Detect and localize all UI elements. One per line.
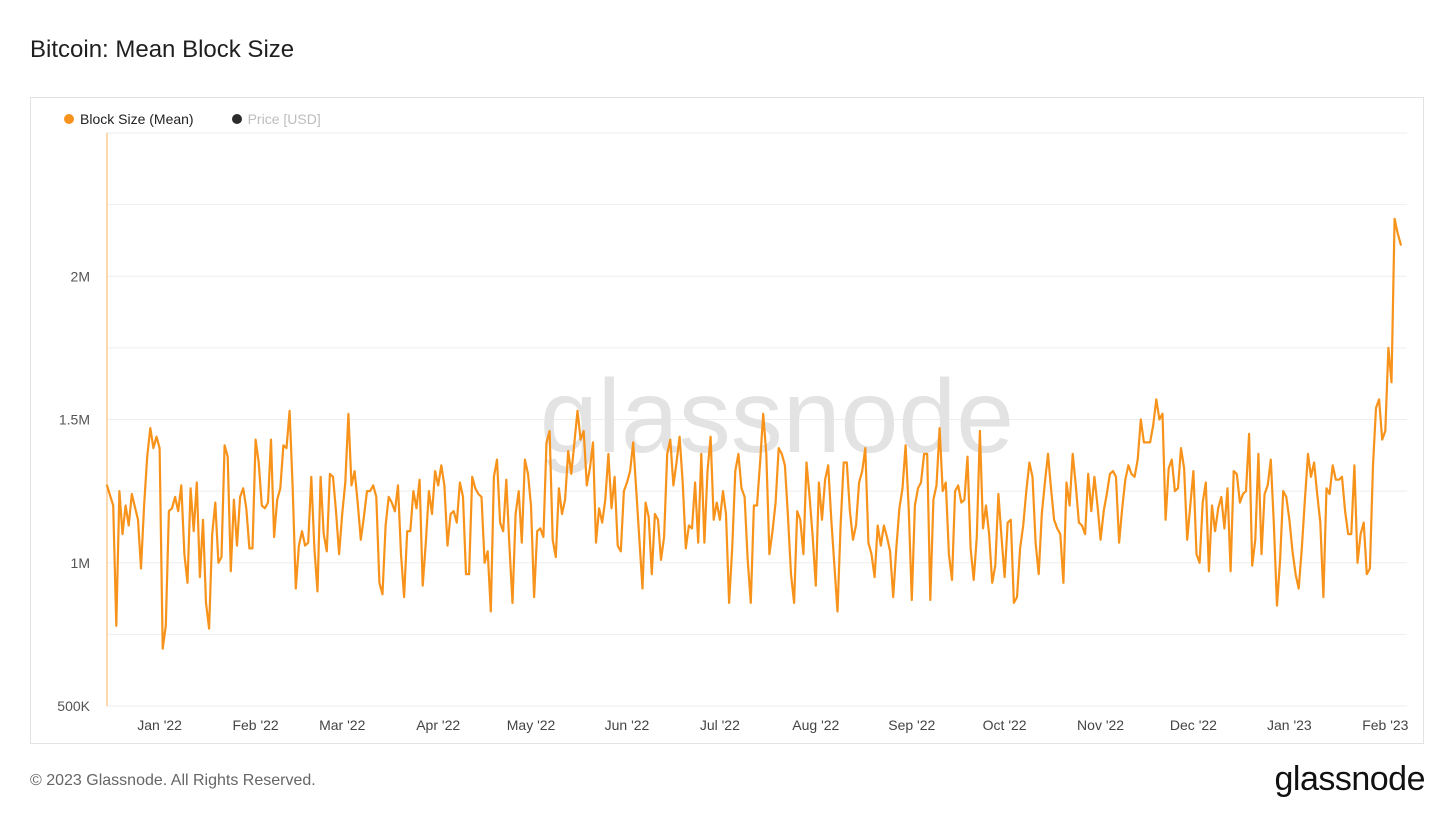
glassnode-logo[interactable]: glassnode [1274, 760, 1425, 798]
x-tick-label: Jun '22 [605, 717, 650, 733]
x-tick-label: Nov '22 [1077, 717, 1124, 733]
y-tick-label: 500K [57, 698, 90, 714]
x-tick-label: Jul '22 [700, 717, 740, 733]
legend-dot-price [231, 114, 242, 124]
series-line-block-size [105, 217, 1402, 650]
legend-item-price[interactable]: Price [USD] [231, 111, 321, 127]
copyright-text: © 2023 Glassnode. All Rights Reserved. [30, 772, 316, 789]
y-tick-label: 2M [71, 268, 90, 284]
x-tick-label: May '22 [507, 717, 556, 733]
legend-dot-block-size [64, 114, 74, 124]
watermark-text: glassnode [540, 359, 1014, 475]
legend: Block Size (Mean) Price [USD] [64, 111, 359, 127]
x-tick-label: Feb '23 [1362, 717, 1408, 733]
x-tick-label: Mar '22 [319, 717, 365, 733]
y-tick-label: 1M [71, 555, 90, 571]
x-tick-label: Feb '22 [232, 717, 278, 733]
y-tick-label: 1.5M [59, 412, 90, 428]
legend-label-block-size: Block Size (Mean) [80, 111, 194, 127]
x-tick-label: Aug '22 [792, 717, 839, 733]
x-tick-label: Jan '22 [137, 717, 182, 733]
legend-item-block-size[interactable]: Block Size (Mean) [64, 111, 194, 127]
legend-label-price: Price [USD] [247, 111, 321, 127]
x-tick-label: Sep '22 [888, 717, 935, 733]
x-tick-label: Dec '22 [1170, 717, 1217, 733]
x-tick-label: Apr '22 [416, 717, 460, 733]
x-tick-label: Oct '22 [983, 717, 1027, 733]
x-tick-label: Jan '23 [1267, 717, 1312, 733]
page-title: Bitcoin: Mean Block Size [30, 36, 295, 63]
